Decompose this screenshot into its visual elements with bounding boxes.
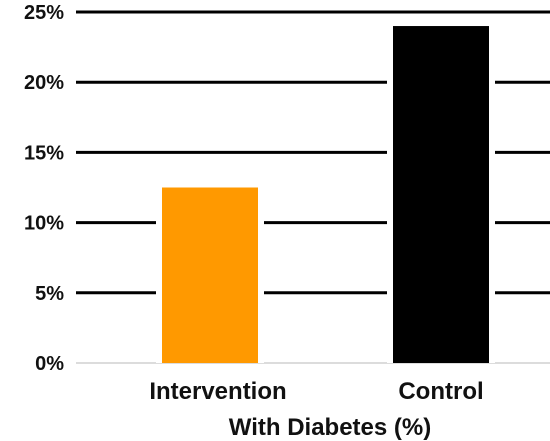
y-tick-label: 15% — [24, 142, 64, 164]
y-tick-label: 5% — [35, 283, 64, 305]
x-category-label: Intervention — [149, 378, 286, 405]
bar-control — [393, 26, 489, 363]
x-category-label: Control — [398, 378, 483, 405]
bar-intervention — [162, 187, 258, 363]
x-axis-title: With Diabetes (%) — [229, 414, 431, 441]
y-tick-label: 10% — [24, 213, 64, 235]
bars — [156, 26, 495, 363]
y-tick-label: 0% — [35, 353, 64, 375]
y-tick-label: 25% — [24, 2, 64, 24]
x-axis-category-labels: Intervention Control — [149, 378, 483, 405]
y-axis-tick-labels: 0% 5% 10% 15% 20% 25% — [24, 2, 64, 375]
y-tick-label: 20% — [24, 72, 64, 94]
